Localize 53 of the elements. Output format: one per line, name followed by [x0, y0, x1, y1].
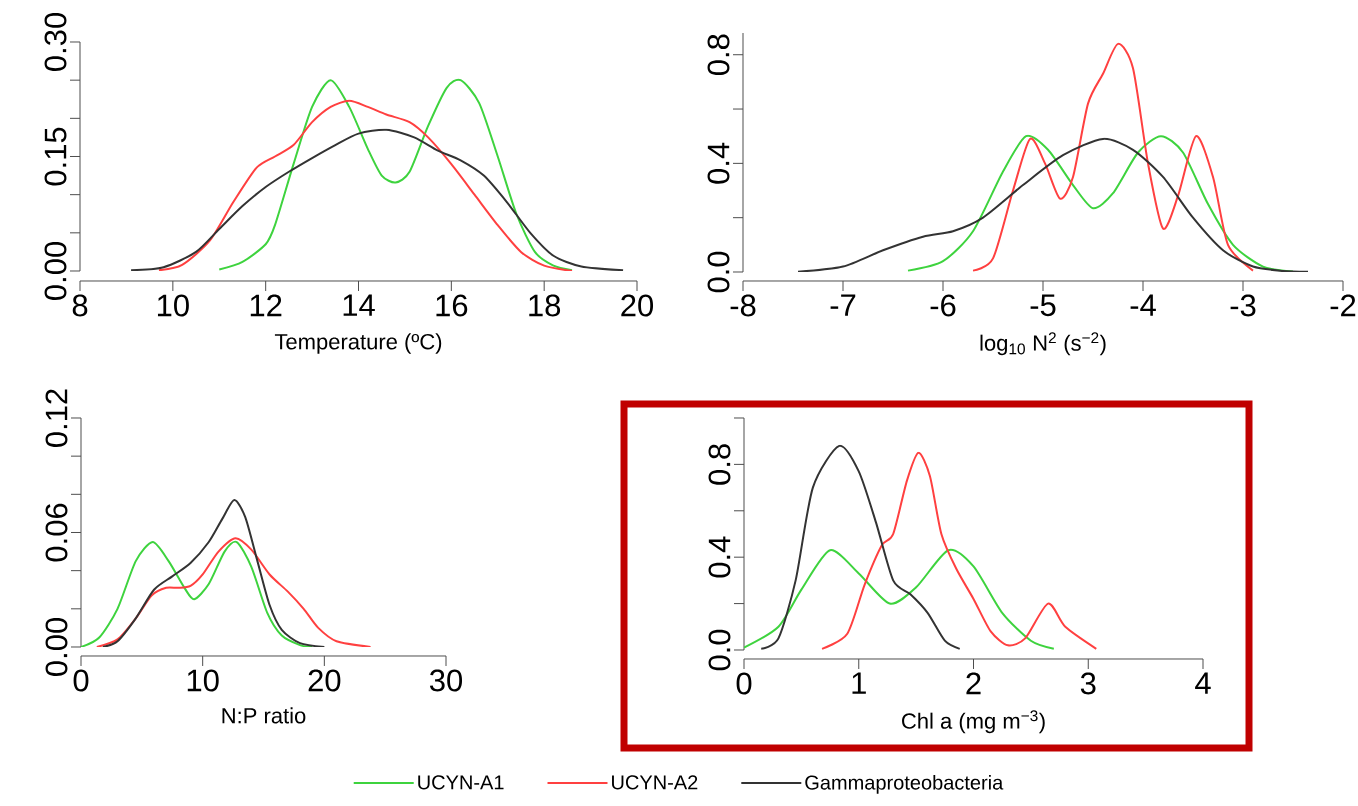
x-axis-title: Chl a (mg m$^{−3}$): [902, 710, 1045, 734]
x-tick-label: 10: [187, 669, 219, 692]
x-axis-title: Temperature (ºC): [274, 333, 442, 354]
y-tick-label: 0.4: [707, 142, 730, 184]
y-tick-label: 0.8: [707, 34, 730, 76]
line-series: [760, 444, 961, 650]
x-tick-label: 10: [157, 294, 189, 317]
y-tick-label: 0.00: [45, 618, 68, 676]
y-tick-label: 0.8: [708, 444, 731, 485]
x-tick-label: 3: [1080, 672, 1096, 695]
line-series: [797, 137, 1309, 272]
line-series: [744, 549, 1055, 650]
y-tick-label: 0.15: [44, 127, 67, 186]
line-series: [157, 99, 574, 271]
x-axis-title: log$_{10}$ N$^{2}$ (s$^{−2}$): [980, 332, 1106, 356]
x-tick-label: -4: [1130, 294, 1156, 316]
x-tick-label: 2: [966, 672, 981, 695]
line-series: [821, 451, 1098, 650]
x-tick-label: 0: [73, 669, 89, 692]
x-tick-label: 14: [343, 294, 375, 316]
x-tick-label: 18: [529, 294, 561, 317]
x-tick-label: 20: [621, 294, 654, 317]
y-tick-label: 0.12: [45, 389, 68, 447]
x-tick-label: 30: [429, 669, 463, 692]
y-tick-label: 0.00: [44, 242, 67, 300]
line-series: [95, 537, 372, 647]
y-tick-label: 0.0: [707, 251, 730, 293]
line-series: [218, 78, 574, 271]
y-tick-label: 0.30: [44, 13, 67, 71]
y-tick-label: 0.4: [708, 536, 731, 578]
x-tick-label: 16: [436, 294, 468, 317]
legend-label: UCYN-A2: [612, 775, 698, 790]
legend-label: UCYN-A1: [418, 775, 504, 790]
line-series: [130, 128, 625, 271]
line-series: [972, 42, 1254, 272]
x-tick-label: -7: [830, 294, 856, 316]
line-series: [81, 540, 314, 647]
x-tick-label: -2: [1330, 294, 1356, 317]
x-tick-label: 1: [852, 672, 866, 694]
x-tick-label: -6: [930, 294, 956, 317]
legend-label: Gammaproteobacteria: [805, 774, 1004, 794]
y-tick-label: 0.0: [708, 629, 731, 671]
line-series: [101, 499, 326, 647]
x-tick-label: 0: [736, 672, 752, 695]
x-axis-title: N:P ratio: [222, 707, 306, 724]
x-tick-label: -5: [1030, 294, 1056, 317]
x-tick-label: 20: [308, 669, 341, 692]
x-tick-label: 8: [72, 294, 88, 317]
x-tick-label: -3: [1230, 294, 1256, 317]
x-tick-label: 4: [1195, 672, 1211, 694]
x-tick-label: 12: [250, 294, 282, 317]
x-tick-label: -8: [730, 294, 756, 317]
y-tick-label: 0.06: [45, 503, 68, 562]
